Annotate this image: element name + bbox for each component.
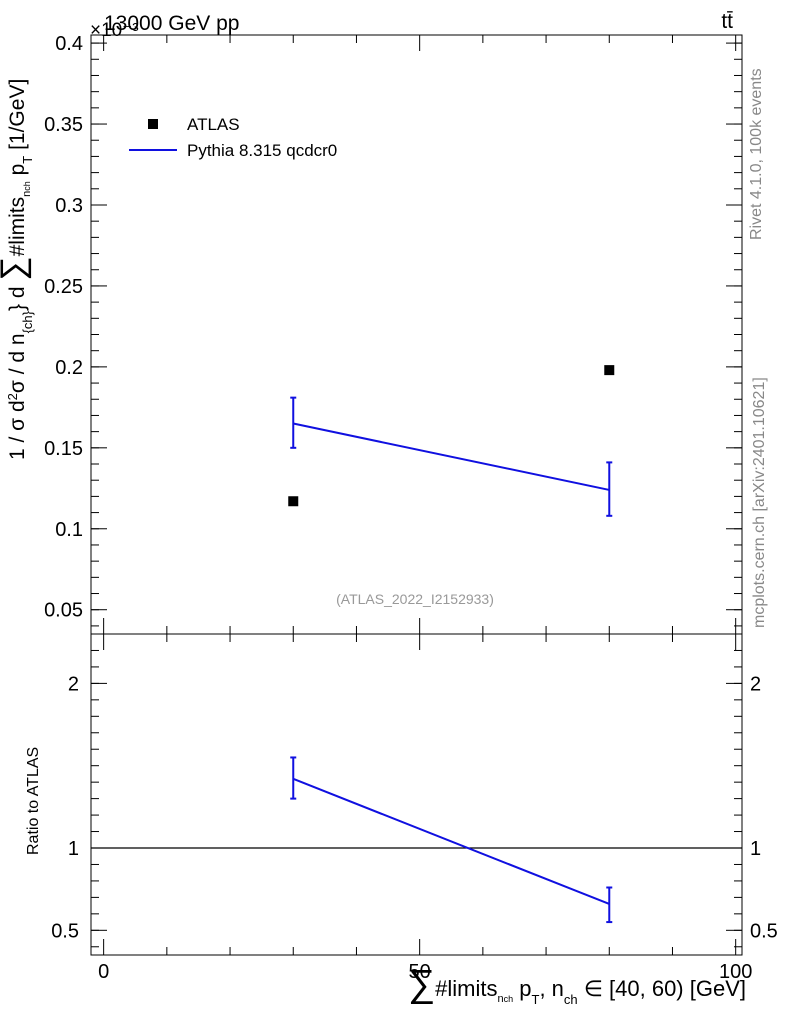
mcplots-label: mcplots.cern.ch [arXiv:2401.10621] — [751, 377, 768, 628]
ratio-y-tick-label: 1 — [68, 838, 79, 860]
atlas-data-point — [604, 365, 615, 376]
main-plot-marks — [288, 365, 615, 517]
ratio-y-tick-label-right: 2 — [750, 673, 761, 695]
legend-atlas-label: ATLAS — [187, 115, 240, 134]
ratio-y-tick-label: 0.5 — [51, 920, 79, 942]
y-tick-label: 0.35 — [44, 114, 83, 136]
process-label: tt̄ — [721, 10, 733, 33]
analysis-watermark: (ATLAS_2022_I2152933) — [336, 591, 494, 607]
y-tick-label: 0.2 — [55, 357, 83, 379]
main-y-axis-label: 1 / σ d2σ / d n{ch}} d ∑#limitsnch pT [1… — [0, 79, 35, 460]
x-tick-label: 0 — [98, 961, 109, 983]
ratio-y-tick-label-right: 0.5 — [750, 920, 778, 942]
y-tick-label: 0.05 — [44, 600, 83, 622]
legend: ATLAS Pythia 8.315 qcdcr0 — [129, 115, 337, 160]
x-axis-label: ∑#limitsnch pT, nch ∈ [40, 60) [GeV] — [408, 963, 746, 1007]
ratio-series-line — [292, 777, 610, 905]
y-tick-label: 0.15 — [44, 438, 83, 460]
energy-label: 13000 GeV pp — [104, 12, 239, 35]
y-tick-label: 0.25 — [44, 276, 83, 298]
ratio-y-axis-label: Ratio to ATLAS — [25, 747, 42, 855]
y-tick-label: 0.4 — [55, 33, 83, 55]
x-tick-label: 50 — [409, 961, 431, 983]
legend-pythia-label: Pythia 8.315 qcdcr0 — [187, 141, 337, 160]
x-tick-label: 100 — [719, 961, 752, 983]
ratio-y-tick-label-right: 1 — [750, 838, 761, 860]
pythia-series-line — [293, 422, 610, 491]
ratio-plot-frame — [90, 633, 743, 956]
ratio-y-tick-label: 2 — [68, 673, 79, 695]
atlas-data-point — [288, 496, 299, 507]
rivet-version-label: Rivet 4.1.0, 100k events — [748, 68, 765, 240]
y-tick-label: 0.1 — [55, 519, 83, 541]
ratio-plot-axes: 0.5 0.5 1 1 2 2 0 50 100 — [51, 633, 778, 983]
y-tick-label: 0.3 — [55, 195, 83, 217]
legend-atlas-marker — [148, 119, 158, 129]
exponent-label: ×10⁻³ — [90, 20, 139, 41]
ratio-plot-marks — [91, 756, 742, 924]
main-plot-axes: 0.05 0.1 0.15 0.2 0.25 0.3 0.35 0.4 — [44, 33, 742, 634]
